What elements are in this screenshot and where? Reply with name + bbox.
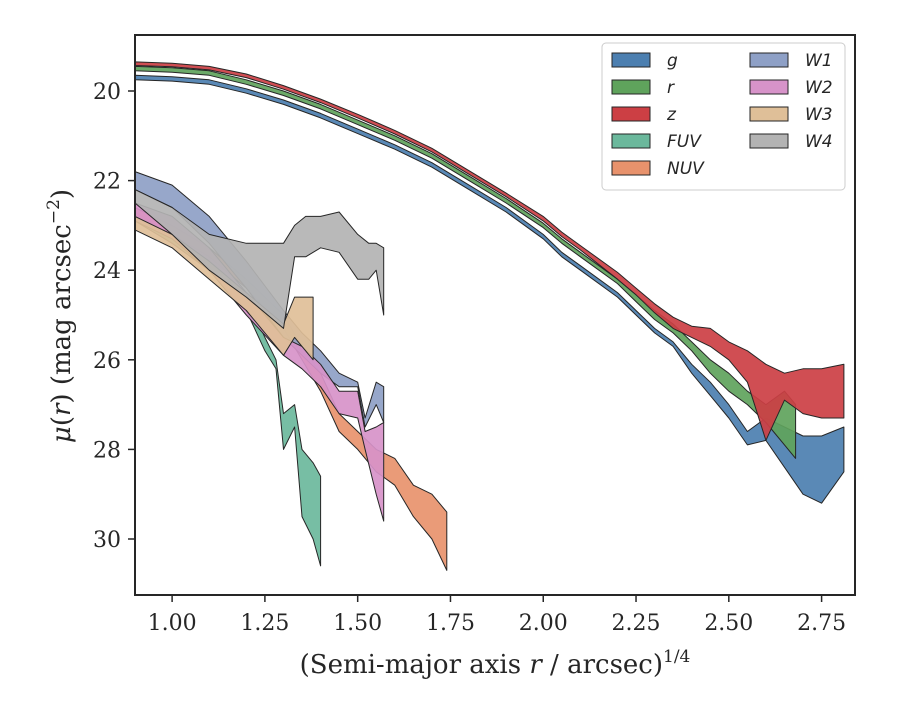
x-tick-label: 1.00 — [148, 611, 197, 636]
legend-label-z: z — [666, 105, 677, 125]
legend-swatch-w3 — [749, 106, 789, 122]
series-band-z — [134, 61, 845, 441]
legend-swatch-r — [611, 79, 651, 95]
legend-swatch-w4 — [749, 133, 789, 149]
legend-label-g: g — [667, 51, 678, 71]
band-layer — [134, 61, 845, 571]
axes: 1.00 1.25 1.50 1.75 2.00 2.25 2.50 2.75 20 22 24 26… — [93, 34, 856, 636]
series-band-g — [134, 74, 845, 504]
legend-swatch-fuv — [611, 133, 651, 149]
legend-swatch-g — [611, 52, 651, 68]
legend-label-w2: W2 — [805, 78, 833, 98]
legend-label-w3: W3 — [805, 105, 833, 125]
x-tick-label: 2.00 — [519, 611, 568, 636]
legend-label-fuv: FUV — [667, 132, 702, 152]
x-tick-label: 2.50 — [704, 611, 753, 636]
x-tick-label: 2.25 — [612, 611, 661, 636]
series-band-w4 — [134, 189, 385, 329]
y-tick-label: 28 — [93, 438, 121, 463]
legend-swatch-nuv — [611, 160, 651, 176]
legend-label-w1: W1 — [805, 51, 833, 71]
y-tick-label: 30 — [93, 528, 121, 553]
y-axis-label: μ(r) (mag arcsec−2) — [44, 189, 77, 443]
legend-swatch-z — [611, 106, 651, 122]
legend-label-nuv: NUV — [667, 159, 705, 179]
y-tick-label: 22 — [93, 170, 121, 195]
legend: grz FUV NUV W1 W2 W3 W4 — [601, 42, 846, 191]
legend-swatch-w1 — [749, 52, 789, 68]
y-tick-label: 24 — [93, 259, 121, 284]
x-axis-label: (Semi-major axis r / arcsec)1/4 — [300, 647, 691, 680]
series-band-r — [134, 65, 797, 459]
x-tick-label: 1.75 — [426, 611, 475, 636]
plot-frame — [134, 34, 856, 596]
legend-label-w4: W4 — [805, 132, 833, 152]
x-tick-label: 1.25 — [240, 611, 289, 636]
y-tick-label: 20 — [93, 80, 121, 105]
legend-swatch-w2 — [749, 79, 789, 95]
y-tick-label: 26 — [93, 349, 121, 374]
x-tick-label: 1.50 — [333, 611, 382, 636]
legend-label-r: r — [667, 78, 675, 98]
x-tick-label: 2.75 — [797, 611, 846, 636]
